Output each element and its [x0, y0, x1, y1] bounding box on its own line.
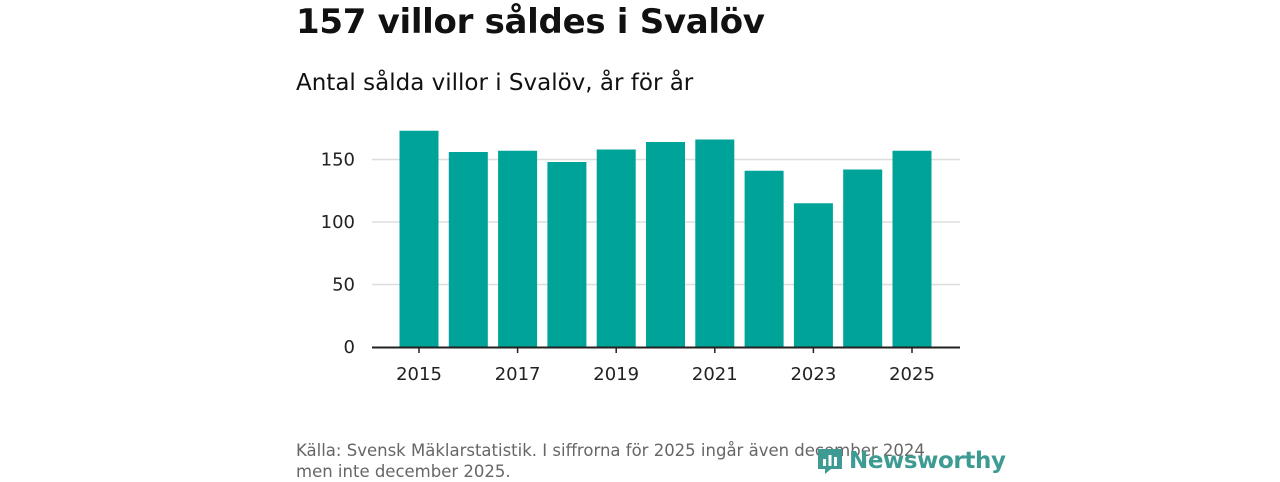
- x-tick-labels: 2015 2017 2019 2021 2023 2025: [396, 364, 935, 385]
- bar-2018: [547, 162, 587, 347]
- y-tick-label-150: 150: [321, 150, 355, 171]
- x-tick-label-2019: 2019: [593, 364, 639, 385]
- y-tick-label-100: 100: [321, 212, 355, 233]
- bar-2024: [843, 169, 883, 347]
- y-tick-labels: 0 50 100 150: [321, 150, 355, 359]
- bar-2022: [744, 170, 784, 347]
- bar-2015: [399, 130, 439, 347]
- bar-2017: [498, 150, 538, 347]
- page-title: 157 villor såldes i Svalöv: [296, 2, 765, 42]
- bar-2021: [695, 139, 735, 347]
- x-tick-label-2025: 2025: [889, 364, 935, 385]
- bar-2016: [448, 152, 488, 347]
- bars: [399, 130, 932, 347]
- newsworthy-logo-icon: [818, 449, 842, 474]
- logo-text: Newsworthy: [849, 448, 1006, 474]
- y-tick-label-0: 0: [344, 337, 355, 358]
- bar-2023: [793, 203, 833, 347]
- bar-2020: [646, 142, 685, 347]
- x-tick-label-2023: 2023: [790, 364, 836, 385]
- source-note: Källa: Svensk Mäklarstatistik. I siffror…: [296, 441, 925, 481]
- x-tick-label-2021: 2021: [692, 364, 738, 385]
- bar-2019: [596, 149, 636, 347]
- y-tick-label-50: 50: [332, 275, 355, 296]
- chart-subtitle: Antal sålda villor i Svalöv, år för år: [296, 70, 694, 96]
- newsworthy-logo: Newsworthy: [815, 446, 1006, 476]
- x-tick-label-2015: 2015: [396, 364, 442, 385]
- axes: [372, 346, 960, 353]
- bar-2025: [892, 150, 932, 347]
- x-tick-label-2017: 2017: [495, 364, 541, 385]
